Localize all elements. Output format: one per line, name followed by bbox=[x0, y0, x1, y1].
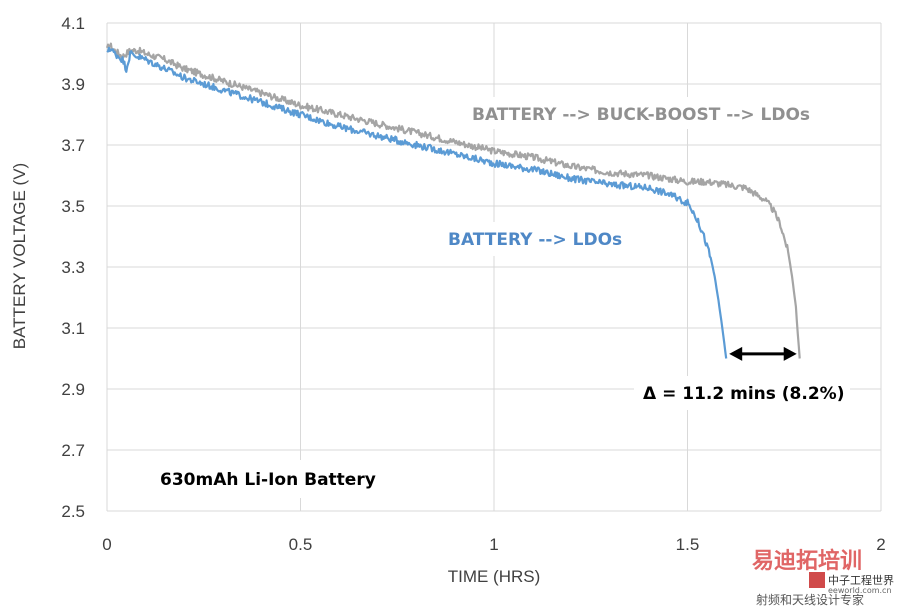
x-tick-labels: 0 0.5 1 1.5 2 bbox=[102, 535, 885, 554]
delta-arrow-head-right bbox=[783, 346, 797, 361]
y-tick-label: 2.5 bbox=[61, 502, 85, 521]
watermark-logo-icon bbox=[809, 572, 825, 588]
y-tick-label: 3.5 bbox=[61, 197, 85, 216]
y-tick-label: 3.3 bbox=[61, 258, 85, 277]
y-tick-label: 3.7 bbox=[61, 136, 85, 155]
y-tick-label: 3.1 bbox=[61, 319, 85, 338]
series-line-buck-boost bbox=[105, 42, 801, 359]
watermark: 易迪拓培训 中子工程世界 eeworld.com.cn 射频和天线设计专家 bbox=[752, 548, 894, 607]
x-tick-label: 1.5 bbox=[676, 535, 700, 554]
y-tick-label: 3.9 bbox=[61, 75, 85, 94]
x-tick-label: 2 bbox=[876, 535, 885, 554]
y-tick-label: 4.1 bbox=[61, 14, 85, 33]
delta-arrow-head-left bbox=[729, 346, 743, 361]
x-axis-title: TIME (HRS) bbox=[448, 567, 541, 586]
series-line-ldo bbox=[106, 46, 728, 359]
annotation-delta-label: Δ = 11.2 mins (8.2%) bbox=[643, 384, 844, 404]
watermark-line1: 易迪拓培训 bbox=[752, 548, 862, 574]
annotation-buckboost-bg bbox=[462, 97, 824, 129]
annotation-ldo-bg bbox=[440, 222, 636, 256]
y-tick-labels: 2.5 2.7 2.9 3.1 3.3 3.5 3.7 3.9 4.1 bbox=[61, 14, 85, 521]
x-tick-label: 0 bbox=[102, 535, 111, 554]
series-layer bbox=[105, 42, 801, 359]
y-tick-label: 2.9 bbox=[61, 380, 85, 399]
x-tick-label: 0.5 bbox=[289, 535, 313, 554]
delta-arrow bbox=[729, 346, 797, 361]
watermark-line3: 射频和天线设计专家 bbox=[756, 592, 864, 607]
y-axis-title: BATTERY VOLTAGE (V) bbox=[10, 163, 29, 349]
annotation-battery-bg bbox=[150, 460, 390, 498]
watermark-line2: 中子工程世界 bbox=[828, 574, 894, 587]
annotation-delta-bg bbox=[634, 376, 850, 410]
y-tick-label: 2.7 bbox=[61, 441, 85, 460]
annotation-battery-label: 630mAh Li-Ion Battery bbox=[160, 470, 376, 490]
annotation-ldo-label: BATTERY --> LDOs bbox=[448, 230, 622, 250]
watermark-line4: eeworld.com.cn bbox=[828, 586, 892, 595]
x-tick-label: 1 bbox=[489, 535, 498, 554]
annotation-buckboost-label: BATTERY --> BUCK-BOOST --> LDOs bbox=[472, 105, 810, 125]
